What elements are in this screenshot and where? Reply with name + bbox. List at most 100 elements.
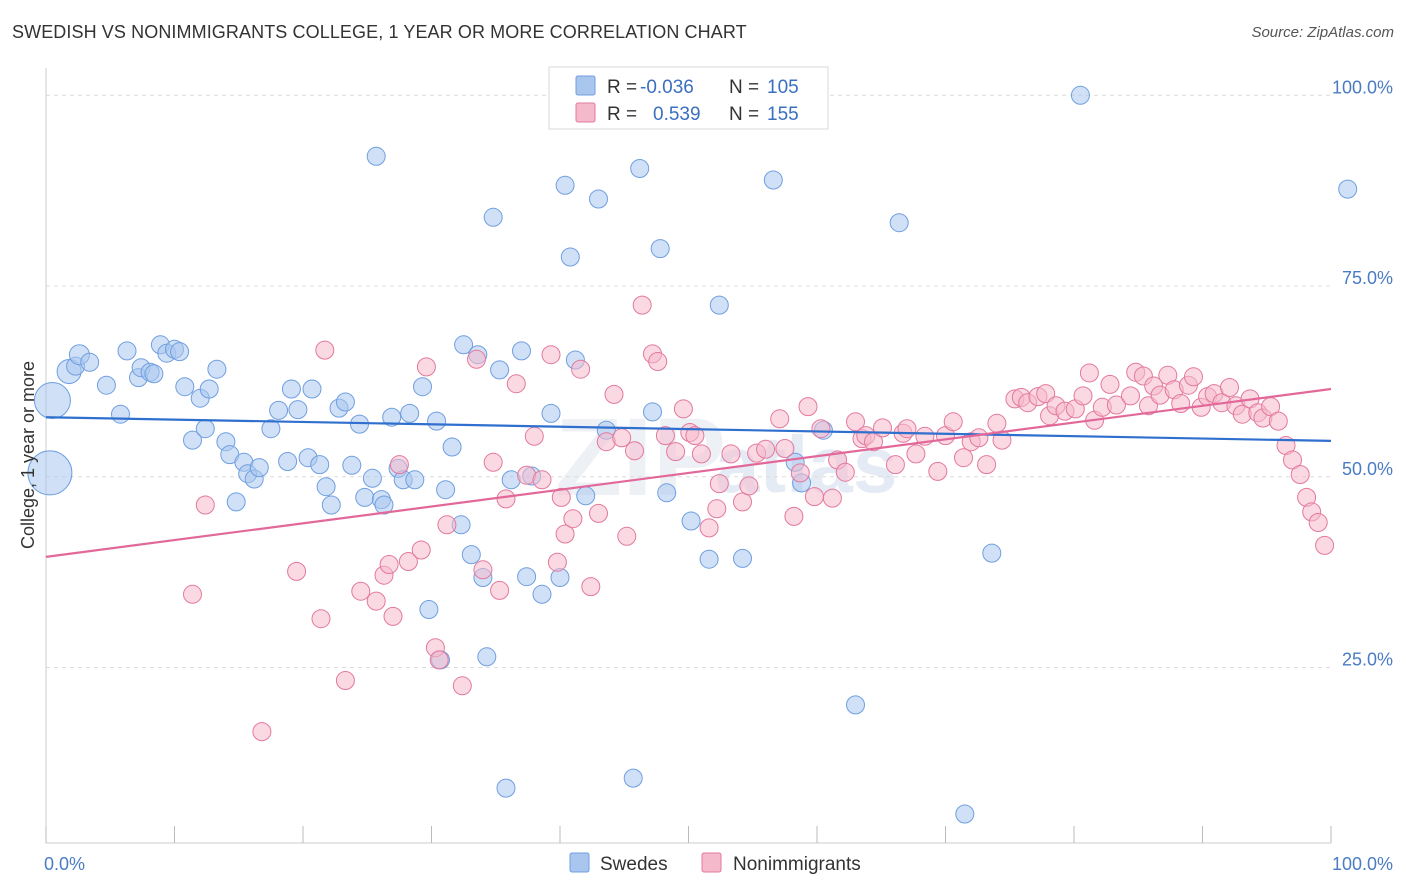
swedes-point: [454, 335, 474, 355]
swedes-point: [342, 455, 362, 475]
nonimmigrants-point: [798, 397, 818, 417]
nonimmigrants-point: [1315, 535, 1335, 555]
swedes-point: [96, 375, 116, 395]
nonimmigrants-point: [691, 444, 711, 464]
nonimmigrants-point: [721, 444, 741, 464]
nonimmigrants-point: [429, 650, 449, 670]
legend-r-value-2: 0.539: [653, 104, 701, 125]
swedes-point: [699, 549, 719, 569]
swedes-point: [982, 543, 1002, 563]
swedes-point: [427, 411, 447, 431]
nonimmigrants-point: [648, 352, 668, 371]
nonimmigrants-point: [416, 357, 436, 377]
swedes-point: [532, 584, 552, 604]
nonimmigrants-point: [625, 441, 644, 461]
nonimmigrants-point: [183, 584, 202, 604]
nonimmigrants-point: [335, 671, 355, 690]
nonimmigrants-point: [666, 442, 686, 462]
nonimmigrants-point: [311, 609, 331, 629]
bottom-legend: Swedes Nonimmigrants: [569, 852, 861, 875]
swedes-point: [436, 480, 456, 500]
chart-source: Source: ZipAtlas.com: [1251, 24, 1394, 41]
swedes-point: [657, 483, 677, 503]
nonimmigrants-point: [351, 581, 371, 601]
swedes-point: [80, 352, 100, 372]
nonimmigrants-point: [1079, 363, 1099, 383]
nonimmigrants-point: [1184, 367, 1203, 387]
swedes-point: [261, 419, 281, 439]
bottom-legend-swatch-nonimmigrants: [701, 852, 722, 873]
nonimmigrants-point: [756, 439, 776, 459]
nonimmigrants-point: [707, 499, 727, 519]
swedes-point: [117, 341, 137, 361]
nonimmigrants-point: [379, 555, 399, 574]
nonimmigrants-point: [547, 552, 567, 572]
nonimmigrants-point: [632, 295, 652, 315]
nonimmigrants-point: [483, 452, 503, 472]
y-tick-label: 75.0%: [1342, 268, 1393, 288]
nonimmigrants-point: [1308, 513, 1328, 532]
nonimmigrants-point: [943, 412, 963, 432]
swedes-point: [650, 239, 670, 259]
swedes-point: [33, 382, 71, 419]
nonimmigrants-point: [1036, 384, 1056, 404]
swedes-point: [477, 647, 497, 667]
series-nonimmigrants: [183, 295, 1335, 742]
swedes-point: [281, 379, 301, 399]
nonimmigrants-point: [617, 526, 637, 546]
nonimmigrants-point: [873, 418, 892, 438]
nonimmigrants-point: [389, 455, 409, 475]
swedes-point: [183, 430, 202, 450]
nonimmigrants-point: [1106, 395, 1126, 415]
legend-r-label-1: R =: [607, 77, 637, 98]
nonimmigrants-point: [366, 591, 386, 611]
trend-lines: [45, 387, 1332, 558]
trend-line-nonimmigrants: [45, 387, 1332, 558]
swedes-point: [413, 377, 432, 397]
x-tick-label: 100.0%: [1332, 854, 1393, 874]
y-tick-label: 100.0%: [1332, 77, 1393, 97]
nonimmigrants-point: [685, 426, 705, 446]
swedes-point: [889, 213, 909, 233]
nonimmigrants-point: [571, 359, 591, 379]
swedes-point: [144, 364, 164, 384]
swedes-point: [496, 778, 516, 798]
nonimmigrants-point: [969, 428, 989, 448]
x-tick-label: 0.0%: [44, 854, 85, 874]
nonimmigrants-point: [383, 606, 403, 626]
swedes-point: [207, 359, 227, 379]
swedes-point: [442, 437, 462, 457]
swedes-point: [226, 492, 246, 512]
nonimmigrants-point: [490, 580, 510, 600]
swedes-point: [405, 470, 425, 490]
swedes-point: [278, 452, 298, 471]
nonimmigrants-point: [733, 492, 752, 512]
swedes-point: [269, 400, 289, 420]
nonimmigrants-point: [906, 444, 926, 464]
swedes-point: [302, 379, 322, 399]
nonimmigrants-point: [804, 487, 824, 507]
swedes-point: [955, 804, 975, 824]
nonimmigrants-point: [954, 448, 973, 468]
nonimmigrants-point: [1100, 374, 1120, 394]
swedes-point: [681, 511, 701, 531]
nonimmigrants-point: [784, 506, 804, 526]
nonimmigrants-point: [1290, 465, 1310, 484]
swedes-point: [170, 342, 190, 362]
swedes-point: [589, 189, 608, 209]
nonimmigrants-point: [604, 384, 624, 404]
swedes-point: [763, 170, 783, 190]
nonimmigrants-point: [195, 495, 215, 515]
legend-swatch-swedes: [575, 75, 596, 96]
nonimmigrants-point: [1073, 386, 1093, 406]
swedes-point: [709, 295, 729, 315]
swedes-point: [461, 545, 481, 565]
nonimmigrants-point: [1121, 386, 1140, 406]
nonimmigrants-point: [551, 487, 571, 507]
legend-n-value-2: 155: [767, 104, 799, 125]
nonimmigrants-point: [977, 455, 997, 475]
nonimmigrants-point: [541, 345, 561, 365]
swedes-point: [195, 419, 215, 439]
y-tick-label: 25.0%: [1342, 650, 1393, 670]
